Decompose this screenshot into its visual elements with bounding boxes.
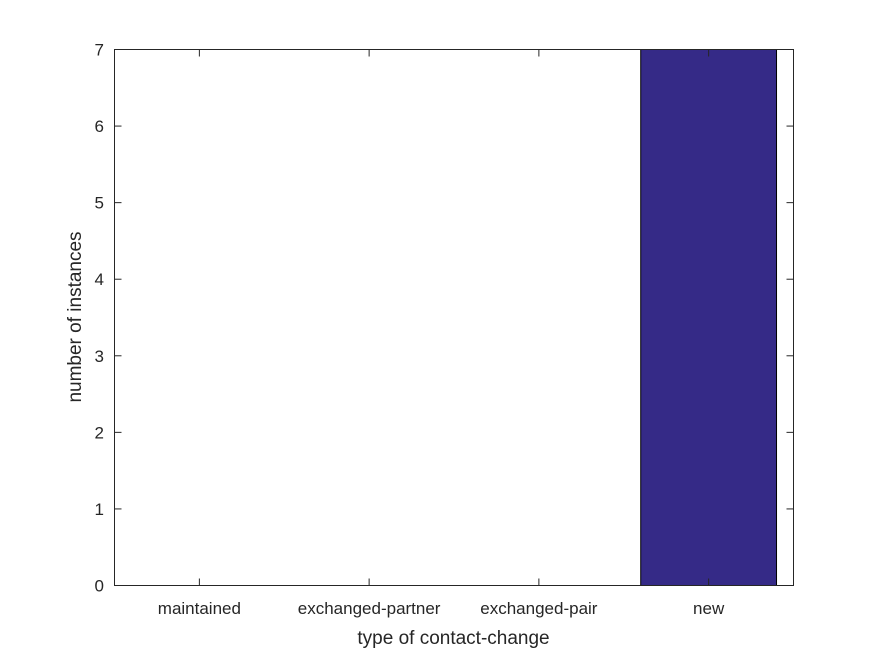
y-tick-label: 6 [95,117,104,136]
y-axis-label: number of instances [65,231,86,402]
y-tick-label: 2 [95,423,104,442]
axes-box [114,49,794,586]
y-tick-label: 5 [95,194,104,213]
x-tick-label: new [693,599,725,618]
bar-new [640,49,778,586]
x-axis-label: type of contact-change [357,628,549,649]
y-tick-label: 1 [95,500,104,519]
y-tick-label: 0 [95,577,104,596]
y-tick-label: 7 [95,41,104,60]
y-tick-label: 4 [95,270,104,289]
x-tick-label: maintained [158,599,241,618]
x-tick-label: exchanged-pair [480,599,598,618]
y-tick-label: 3 [95,347,104,366]
x-tick-label: exchanged-partner [298,599,441,618]
